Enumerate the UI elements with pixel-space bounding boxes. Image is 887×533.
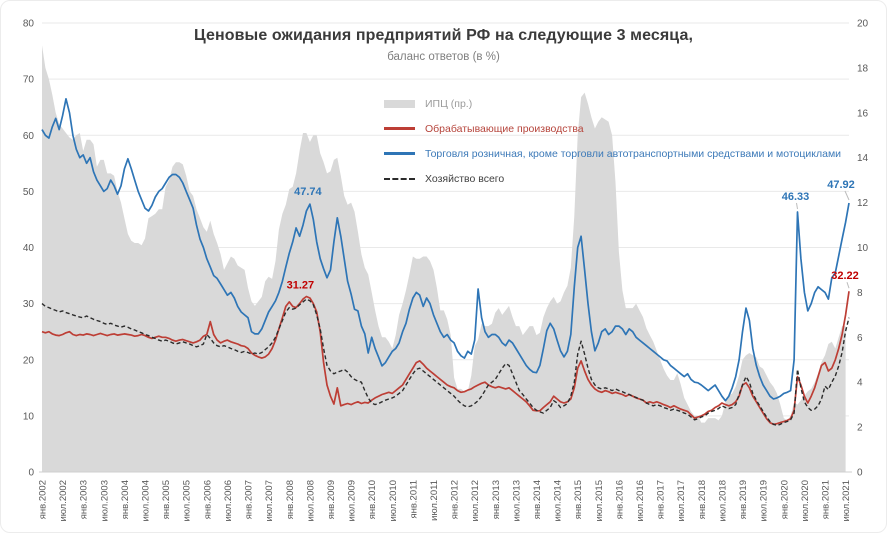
- x-axis-tick: янв.2012: [450, 480, 461, 519]
- x-axis-tick: янв.2014: [532, 480, 543, 519]
- x-axis-tick: июл.2016: [635, 480, 646, 522]
- x-axis-tick: янв.2010: [367, 480, 378, 519]
- y-axis-right-tick: 2: [857, 423, 863, 434]
- y-axis-left-tick: 50: [23, 187, 35, 198]
- y-axis-right-tick: 8: [857, 288, 863, 299]
- retail-line: [41, 97, 850, 402]
- y-axis-right-tick: 18: [857, 63, 869, 74]
- legend: ИПЦ (пр.) Обрабатывающие производства То…: [384, 91, 841, 191]
- y-axis-left-tick: 20: [23, 355, 35, 366]
- y-axis-left-tick: 30: [23, 299, 35, 310]
- x-axis-tick: янв.2007: [244, 480, 255, 519]
- chart-subtitle: баланс ответов (в %): [387, 51, 500, 63]
- x-axis-tick: июл.2007: [264, 480, 275, 522]
- legend-item-cpi: ИПЦ (пр.): [384, 91, 841, 116]
- y-axis-right-tick: 20: [857, 19, 869, 30]
- y-axis-right-tick: 14: [857, 153, 869, 164]
- x-axis-tick: июл.2017: [676, 480, 687, 522]
- y-axis-left-tick: 80: [23, 19, 35, 30]
- legend-item-retail: Торговля розничная, кроме торговли автот…: [384, 141, 841, 166]
- annotation-leader: [844, 190, 850, 201]
- x-axis-tick: янв.2021: [821, 480, 832, 519]
- y-axis-left-tick: 0: [28, 468, 34, 479]
- x-axis-tick: июл.2013: [511, 480, 522, 522]
- x-axis-tick: июл.2014: [553, 480, 564, 522]
- x-axis-tick: июл.2018: [717, 480, 728, 522]
- x-axis-tick: янв.2005: [161, 480, 172, 519]
- x-axis-tick: янв.2006: [202, 480, 213, 519]
- manufacturing-line-swatch: [384, 127, 415, 130]
- x-axis-tick: янв.2003: [79, 480, 90, 519]
- x-axis-tick: янв.2017: [656, 480, 667, 519]
- y-axis-right-tick: 16: [857, 108, 869, 119]
- x-axis-tick: янв.2016: [614, 480, 625, 519]
- legend-item-manufacturing: Обрабатывающие производства: [384, 116, 841, 141]
- annotation-32.22: 32.22: [831, 270, 859, 282]
- x-axis-tick: янв.2002: [38, 480, 49, 519]
- x-axis-tick: янв.2009: [326, 480, 337, 519]
- annotation-47.92: 47.92: [827, 179, 855, 191]
- legend-item-economy: Хозяйство всего: [384, 166, 841, 191]
- retail-line-swatch: [384, 152, 415, 155]
- economy-dashed-swatch: [384, 177, 415, 180]
- legend-label-economy: Хозяйство всего: [425, 172, 505, 185]
- x-axis-tick: июл.2021: [841, 480, 852, 522]
- x-axis-tick: июл.2015: [594, 480, 605, 522]
- x-axis-tick: июл.2008: [305, 480, 316, 522]
- x-axis-tick: июл.2011: [429, 480, 440, 521]
- y-axis-right-tick: 4: [857, 378, 863, 389]
- x-axis-tick: янв.2019: [738, 480, 749, 519]
- x-axis-tick: июл.2005: [182, 480, 193, 522]
- x-axis-tick: июл.2012: [470, 480, 481, 522]
- annotation-leader: [796, 202, 798, 210]
- x-axis-tick: янв.2018: [697, 480, 708, 519]
- legend-label-cpi: ИПЦ (пр.): [425, 97, 473, 110]
- x-axis-tick: июл.2002: [58, 480, 69, 522]
- x-axis-tick: янв.2004: [120, 480, 131, 519]
- y-axis-left-tick: 60: [23, 131, 35, 142]
- annotation-leader: [846, 282, 850, 289]
- chart-title: Ценовые ожидания предприятий РФ на следу…: [194, 27, 693, 44]
- x-axis-tick: июл.2020: [800, 480, 811, 522]
- x-axis-tick: июл.2019: [759, 480, 770, 522]
- x-axis-tick: янв.2011: [408, 480, 419, 519]
- x-axis-tick: янв.2013: [491, 480, 502, 519]
- cpi-area-swatch: [384, 99, 415, 108]
- x-axis-tick: июл.2004: [141, 480, 152, 522]
- x-axis-tick: июл.2010: [388, 480, 399, 522]
- x-axis-tick: июл.2003: [99, 480, 110, 522]
- x-axis-tick: июл.2009: [347, 480, 358, 522]
- legend-label-manufacturing: Обрабатывающие производства: [425, 122, 584, 135]
- x-axis-tick: июл.2006: [223, 480, 234, 522]
- y-axis-right-tick: 0: [857, 468, 863, 479]
- x-axis-tick: янв.2015: [573, 480, 584, 519]
- annotation-47.74: 47.74: [294, 186, 322, 198]
- economy-line: [41, 298, 850, 427]
- y-axis-left-tick: 70: [23, 75, 35, 86]
- x-axis-tick: янв.2008: [285, 480, 296, 519]
- cpi-area: [42, 45, 846, 473]
- x-axis-tick: янв.2020: [779, 480, 790, 519]
- y-axis-right-tick: 12: [857, 198, 869, 209]
- annotation-31.27: 31.27: [287, 280, 315, 292]
- y-axis-right-tick: 6: [857, 333, 863, 344]
- legend-label-retail: Торговля розничная, кроме торговли автот…: [425, 147, 842, 160]
- y-axis-left-tick: 10: [23, 411, 35, 422]
- annotation-46.33: 46.33: [782, 191, 810, 203]
- y-axis-right-tick: 10: [857, 243, 869, 254]
- y-axis-left-tick: 40: [23, 243, 35, 254]
- manufacturing-line: [41, 291, 850, 426]
